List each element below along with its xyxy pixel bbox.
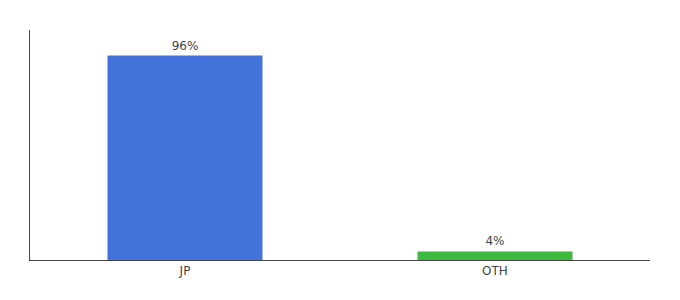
svg-text:96%: 96%	[172, 39, 199, 53]
svg-text:JP: JP	[179, 264, 191, 278]
svg-text:OTH: OTH	[482, 264, 508, 278]
svg-text:4%: 4%	[485, 234, 504, 248]
